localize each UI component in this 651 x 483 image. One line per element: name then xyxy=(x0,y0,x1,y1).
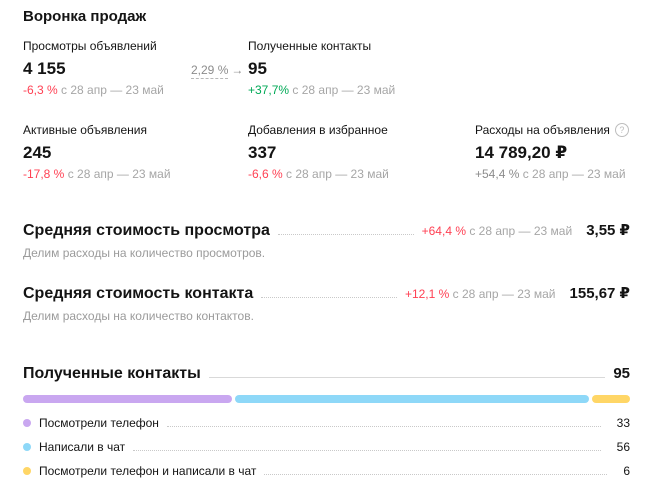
metric-value: 95 xyxy=(248,59,267,78)
funnel-row-2: Активные объявления 245 -17,8 % с 28 апр… xyxy=(23,123,630,181)
legend-item-phone-views: Посмотрели телефон 33 xyxy=(23,411,630,435)
dotted-leader xyxy=(277,232,414,235)
section-title: Средняя стоимость просмотра xyxy=(23,222,270,239)
change-percent: -6,3 % xyxy=(23,83,58,97)
change-percent: -17,8 % xyxy=(23,167,65,181)
cost-change: +64,4 % с 28 апр — 23 май xyxy=(422,224,573,238)
change-percent: +12,1 % xyxy=(404,287,450,301)
change-period: с 28 апр — 23 май xyxy=(67,167,171,181)
section-subtitle: Делим расходы на количество просмотров. xyxy=(23,246,266,260)
bar-segment-chat-messages xyxy=(234,395,590,403)
legend-value: 56 xyxy=(616,440,630,454)
metric-label: Добавления в избранное xyxy=(248,123,388,137)
change-percent: +64,4 % xyxy=(421,224,466,238)
change-percent: +37,7% xyxy=(248,83,290,97)
legend-label: Посмотрели телефон xyxy=(39,416,159,430)
bar-segment-phone-views xyxy=(23,395,232,403)
received-contacts-section: Полученные контакты 95 Посмотрели телефо… xyxy=(23,365,630,483)
legend-item-chat-messages: Написали в чат 56 xyxy=(23,435,630,459)
metric-change: -17,8 % с 28 апр — 23 май xyxy=(23,167,248,181)
metric-value: 245 xyxy=(23,143,52,162)
change-period: с 28 апр — 23 май xyxy=(292,83,396,97)
section-subtitle: Делим расходы на количество контактов. xyxy=(23,309,254,323)
metric-label-text: Расходы на объявления xyxy=(475,123,610,137)
legend-dot-purple xyxy=(23,419,31,427)
metric-favorites: Добавления в избранное 337 -6,6 % с 28 а… xyxy=(248,123,475,181)
metric-label: Активные объявления xyxy=(23,123,147,137)
avg-view-cost-row: Средняя стоимость просмотра +64,4 % с 28… xyxy=(23,221,630,240)
legend-label: Посмотрели телефон и написали в чат xyxy=(39,464,257,478)
metric-ad-spend: Расходы на объявления 14 789,20 ₽ +54,4 … xyxy=(475,123,629,181)
contacts-header: Полученные контакты 95 xyxy=(23,365,630,383)
legend-label: Написали в чат xyxy=(39,440,126,454)
contacts-total: 95 xyxy=(613,365,630,382)
avg-contact-cost-section: Средняя стоимость контакта +12,1 % с 28 … xyxy=(23,284,630,323)
conversion-value[interactable]: 2,29 % xyxy=(191,63,229,79)
dotted-leader xyxy=(166,424,601,427)
cost-value: 3,55 ₽ xyxy=(586,222,630,239)
divider-line xyxy=(208,375,606,378)
section-title: Средняя стоимость контакта xyxy=(23,285,254,302)
section-title: Полученные контакты xyxy=(23,365,201,382)
legend-value: 33 xyxy=(616,416,630,430)
metric-change: -6,3 % с 28 апр — 23 май xyxy=(23,83,248,97)
info-icon[interactable] xyxy=(614,123,629,137)
dotted-leader xyxy=(261,295,397,298)
metric-value: 4 155 xyxy=(23,59,66,78)
metric-change: -6,6 % с 28 апр — 23 май xyxy=(248,167,475,181)
metric-label: Просмотры объявлений xyxy=(23,39,157,53)
change-period: с 28 апр — 23 май xyxy=(286,167,389,181)
legend-value: 6 xyxy=(623,464,630,478)
metric-label: Расходы на объявления xyxy=(475,123,629,137)
metric-received-contacts: Полученные контакты 95 +37,7% с 28 апр —… xyxy=(248,39,395,97)
contacts-legend: Посмотрели телефон 33 Написали в чат 56 … xyxy=(23,411,630,483)
contacts-stacked-bar xyxy=(23,395,630,403)
metric-change: +54,4 % с 28 апр — 23 май xyxy=(475,167,629,181)
avg-view-cost-section: Средняя стоимость просмотра +64,4 % с 28… xyxy=(23,221,630,260)
metric-value: 14 789,20 ₽ xyxy=(475,143,568,162)
legend-item-phone-and-chat: Посмотрели телефон и написали в чат 6 xyxy=(23,459,630,483)
cost-change: +12,1 % с 28 апр — 23 май xyxy=(405,287,556,301)
metric-label: Полученные контакты xyxy=(248,39,372,53)
bar-segment-phone-and-chat xyxy=(592,395,630,403)
change-period: с 28 апр — 23 май xyxy=(469,224,573,238)
change-percent: +54,4 % xyxy=(475,167,520,181)
metric-active-ads: Активные объявления 245 -17,8 % с 28 апр… xyxy=(23,123,248,181)
metric-value: 337 xyxy=(248,143,277,162)
avg-contact-cost-row: Средняя стоимость контакта +12,1 % с 28 … xyxy=(23,284,630,303)
dotted-leader xyxy=(133,448,601,451)
legend-dot-blue xyxy=(23,443,31,451)
metric-change: +37,7% с 28 апр — 23 май xyxy=(248,83,395,97)
change-percent: -6,6 % xyxy=(248,167,283,181)
legend-dot-yellow xyxy=(23,467,31,475)
dotted-leader xyxy=(264,472,608,475)
metric-ad-views: Просмотры объявлений 4 155 -6,3 % с 28 а… xyxy=(23,39,248,97)
change-period: с 28 апр — 23 май xyxy=(522,167,626,181)
arrow-right-icon: → xyxy=(231,63,244,77)
change-period: с 28 апр — 23 май xyxy=(452,287,556,301)
panel-title: Воронка продаж xyxy=(23,8,147,25)
funnel-row-1: Просмотры объявлений 4 155 -6,3 % с 28 а… xyxy=(23,39,630,97)
conversion-rate[interactable]: 2,29 % → xyxy=(191,63,244,79)
change-period: с 28 апр — 23 май xyxy=(61,83,164,97)
cost-value: 155,67 ₽ xyxy=(569,285,630,302)
